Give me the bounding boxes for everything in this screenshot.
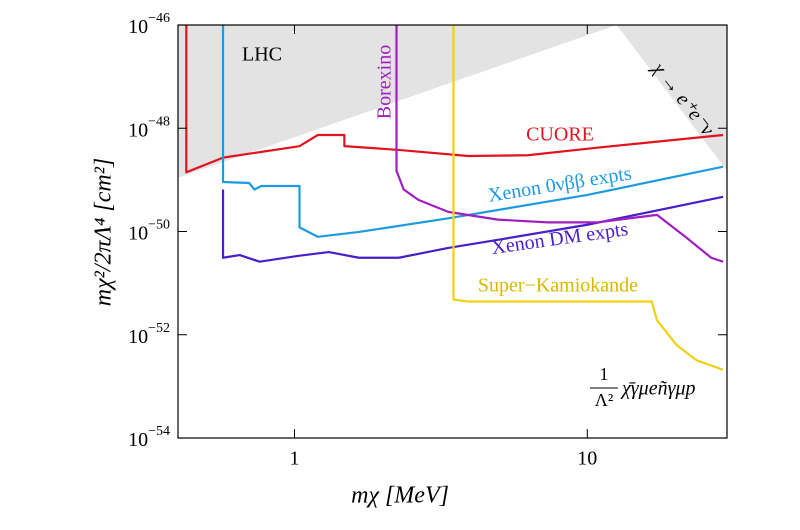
y-tick-label: 10−50 — [128, 218, 170, 244]
series-label: Super−Kamiokande — [478, 275, 638, 297]
operator: χ̄γμeñγμp — [620, 378, 696, 400]
y-tick-label: 10−52 — [128, 321, 170, 347]
series-label: CUORE — [526, 124, 594, 146]
operator-denominator: Λ² — [595, 390, 613, 410]
y-tick-label: 10−54 — [128, 424, 170, 450]
lines — [185, 25, 724, 371]
series-line — [452, 25, 724, 371]
x-tick-label: 1 — [290, 448, 300, 470]
y-axis-label: mχ²/2πΛ⁴ [cm²] — [91, 158, 117, 306]
y-tick-label: 10−46 — [128, 11, 170, 37]
x-axis-label: mχ [MeV] — [351, 483, 449, 509]
x-tick-label: 10 — [577, 448, 597, 470]
series-line — [185, 25, 724, 174]
y-tick-label: 10−48 — [128, 114, 170, 140]
series-label: Xenon DM expts — [490, 218, 630, 259]
shaded-region — [616, 25, 727, 171]
region-label: LHC — [242, 44, 282, 66]
series-line — [221, 189, 724, 263]
operator-numerator: 1 — [600, 364, 609, 384]
series-line — [395, 25, 724, 263]
series-label: Borexino — [374, 45, 396, 119]
